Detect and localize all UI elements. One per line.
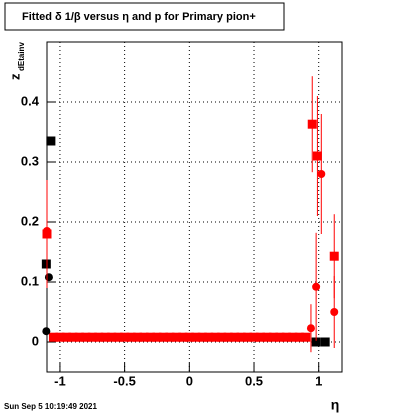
marker (329, 251, 339, 261)
x-tick-label: -0.5 (113, 373, 135, 388)
marker (171, 332, 181, 342)
marker (68, 332, 78, 342)
marker (146, 332, 156, 342)
marker (74, 332, 84, 342)
marker (55, 332, 65, 342)
y-axis-label-group: z dEtainv (7, 42, 26, 80)
marker (81, 332, 91, 342)
marker (230, 332, 240, 342)
marker (236, 332, 246, 342)
x-tick-label: 1 (315, 373, 322, 388)
marker (113, 332, 123, 342)
marker (262, 332, 272, 342)
marker (294, 332, 304, 342)
x-tick-label: 0.5 (245, 373, 263, 388)
marker (139, 332, 149, 342)
marker (61, 332, 71, 342)
marker (191, 332, 201, 342)
marker (281, 332, 291, 342)
marker (100, 332, 110, 342)
marker (126, 332, 136, 342)
marker (178, 332, 188, 342)
marker (217, 332, 227, 342)
marker (210, 332, 220, 342)
marker (158, 332, 168, 342)
marker (48, 332, 58, 342)
marker (288, 332, 298, 342)
marker (317, 170, 326, 178)
marker (133, 332, 143, 342)
marker (44, 273, 53, 282)
x-tick-label: -1 (54, 373, 66, 388)
chart-title: Fitted δ 1/β versus η and p for Primary … (22, 11, 256, 23)
marker (243, 332, 253, 342)
marker (107, 332, 117, 342)
y-tick-label: 0 (32, 333, 39, 348)
marker (42, 327, 51, 336)
y-tick-label: 0.2 (21, 213, 39, 228)
marker (165, 332, 175, 342)
marker (46, 136, 56, 146)
timestamp: Sun Sep 5 10:19:49 2021 (4, 402, 97, 411)
marker (320, 337, 330, 347)
marker (94, 332, 104, 342)
marker (275, 332, 285, 342)
title-box (4, 2, 285, 31)
marker (307, 119, 317, 129)
marker (312, 151, 322, 161)
marker (268, 332, 278, 342)
marker (41, 259, 51, 269)
marker (223, 332, 233, 342)
marker (249, 332, 259, 342)
marker (301, 332, 311, 342)
y-tick-label: 0.1 (21, 273, 39, 288)
frame (46, 41, 343, 373)
y-tick-label: 0.4 (21, 93, 40, 108)
marker (152, 332, 162, 342)
x-axis-label: η (331, 397, 340, 413)
marker (306, 324, 315, 333)
marker (255, 332, 265, 342)
y-axis-label-sub: dEtainv (17, 42, 26, 71)
x-tick-label: 0 (186, 373, 193, 388)
marker (311, 337, 321, 347)
y-axis-label: z (7, 73, 22, 80)
marker (87, 332, 97, 342)
marker (120, 332, 130, 342)
marker (312, 282, 321, 291)
marker (204, 332, 214, 342)
marker (43, 227, 51, 235)
marker (197, 332, 207, 342)
y-tick-label: 0.3 (21, 153, 39, 168)
marker (330, 308, 339, 316)
marker (184, 332, 194, 342)
